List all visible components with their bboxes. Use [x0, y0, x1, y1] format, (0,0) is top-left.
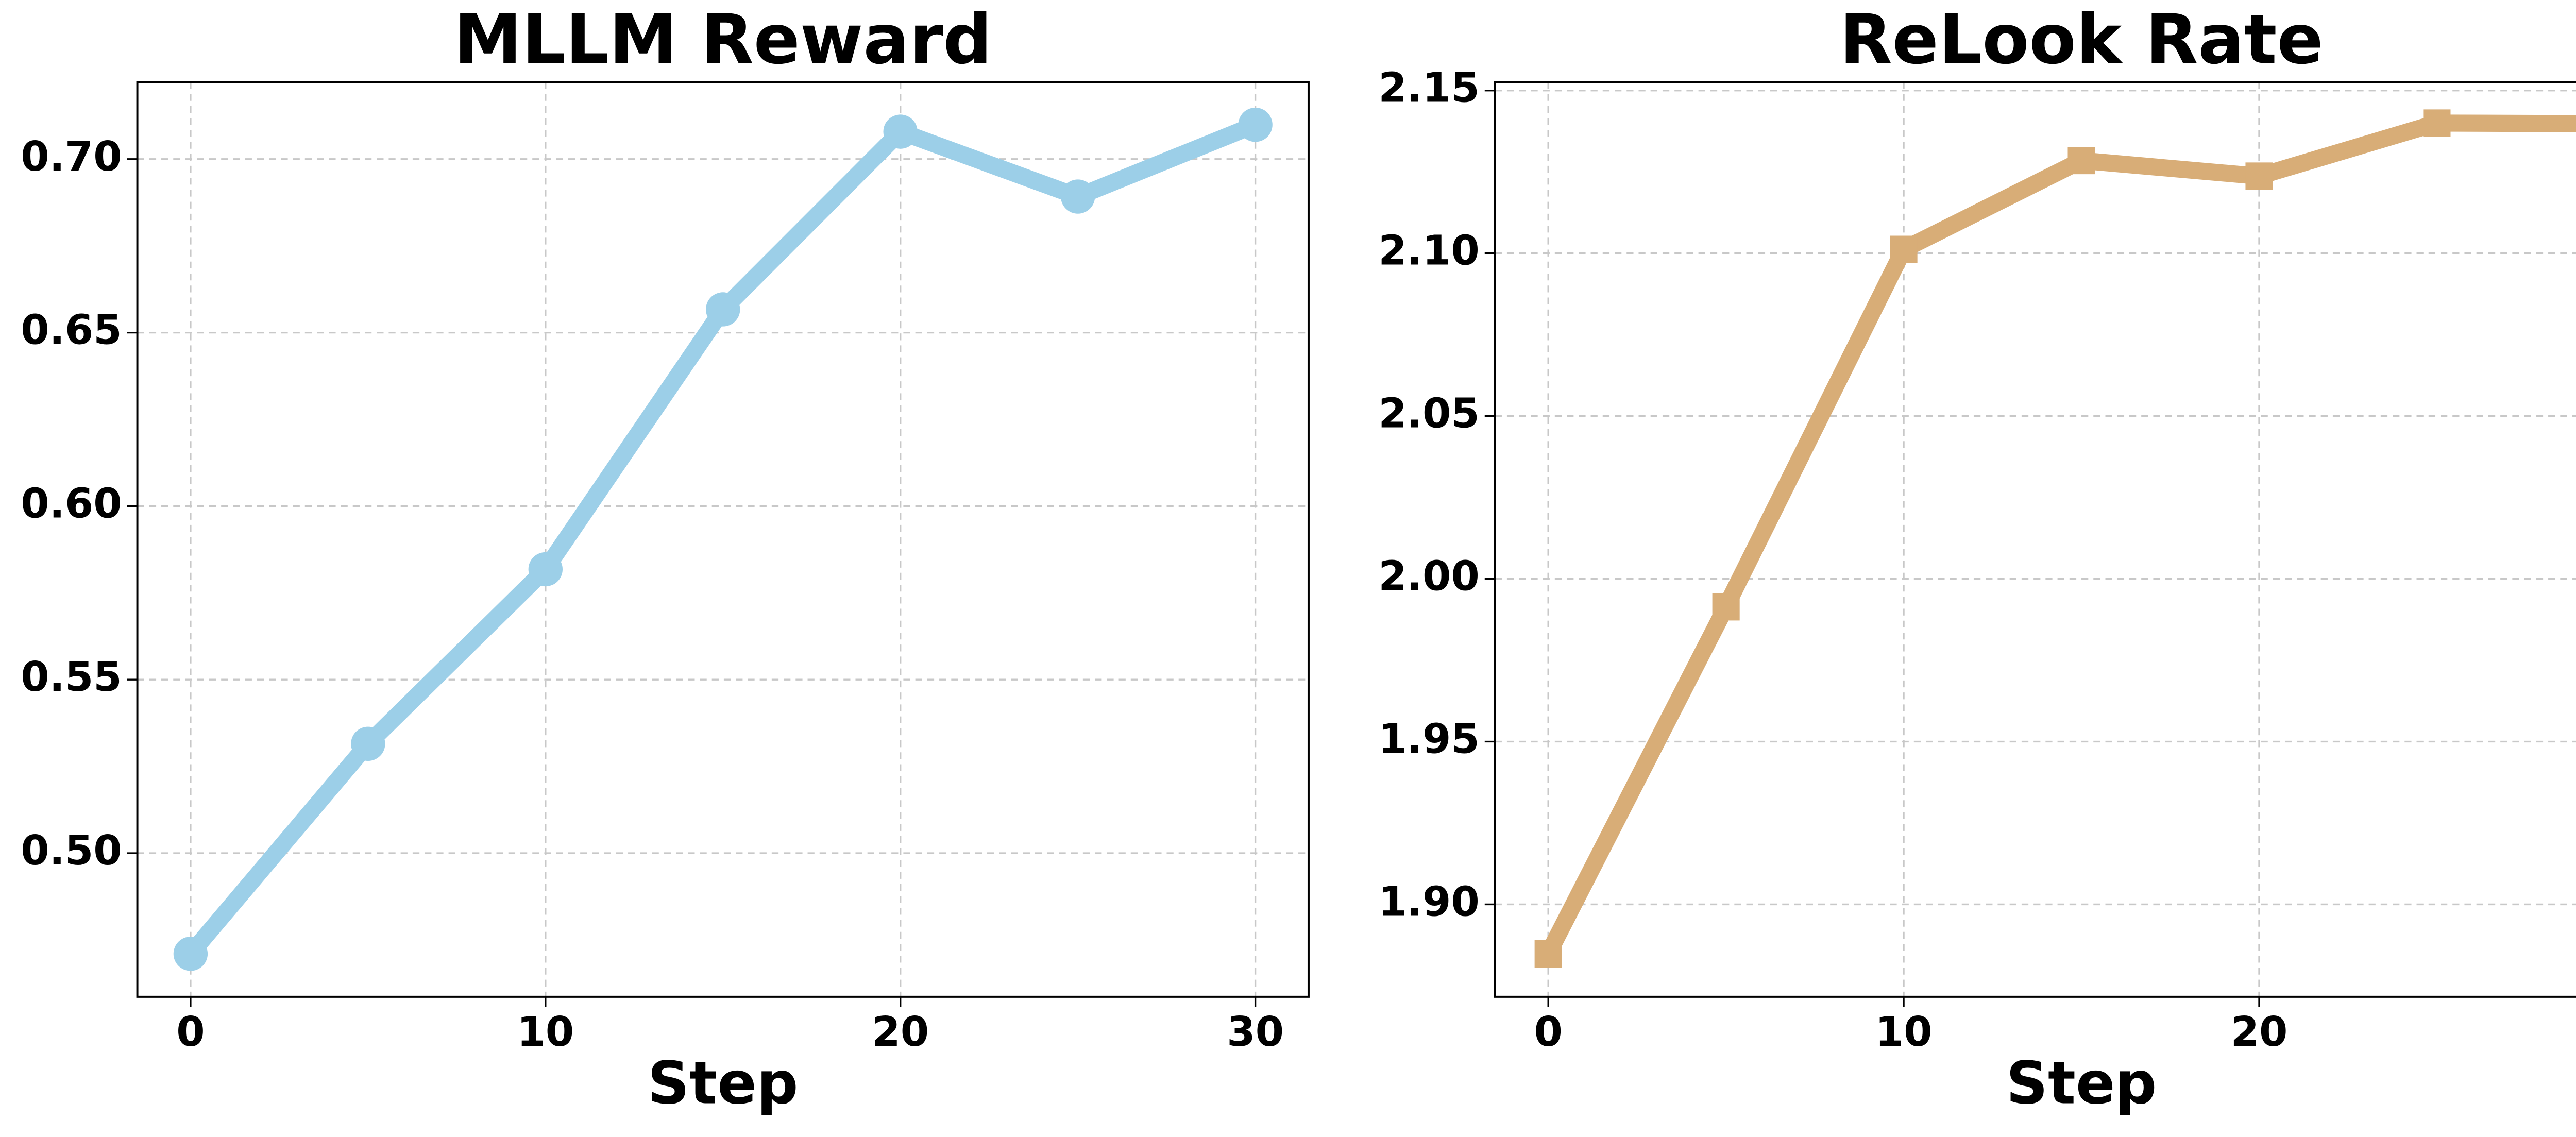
data-point	[706, 292, 740, 327]
data-point	[2067, 147, 2095, 175]
y-tick-label: 1.90	[1378, 877, 1480, 925]
y-tick-label: 0.55	[21, 653, 122, 701]
x-tick-label: 20	[2231, 1008, 2288, 1056]
data-point	[1238, 107, 1273, 142]
data-point	[1060, 179, 1095, 214]
plot-area	[1495, 82, 2576, 997]
data-point	[2423, 109, 2451, 137]
axes-frame	[1494, 81, 2576, 998]
y-tick-label: 0.50	[21, 826, 122, 874]
axes-frame	[136, 81, 1310, 998]
data-point	[173, 937, 208, 971]
y-tick-label: 0.65	[21, 306, 122, 354]
x-axis-label: Step	[648, 1049, 798, 1117]
x-tick-label: 30	[1227, 1008, 1284, 1056]
x-tick-label: 10	[1875, 1008, 1933, 1056]
x-tick-label: 0	[1534, 1008, 1562, 1056]
x-tick-label: 0	[176, 1008, 205, 1056]
data-point	[351, 726, 385, 761]
chart-title: ReLook Rate	[1840, 0, 2324, 79]
y-tick-label: 2.15	[1378, 64, 1480, 112]
data-point	[2245, 162, 2273, 190]
data-point	[528, 552, 563, 587]
y-tick-label: 1.95	[1378, 715, 1480, 762]
y-tick-label: 0.60	[21, 479, 122, 527]
y-tick-label: 0.70	[21, 132, 122, 180]
x-axis-label: Step	[2006, 1049, 2157, 1117]
chart-title: MLLM Reward	[454, 0, 992, 79]
plot-area	[137, 82, 1309, 997]
data-point	[1712, 593, 1740, 621]
data-point	[883, 114, 918, 149]
x-tick-label: 20	[872, 1008, 929, 1056]
x-tick-label: 10	[517, 1008, 574, 1056]
data-point	[1534, 940, 1562, 968]
y-tick-label: 2.00	[1378, 552, 1480, 600]
data-point	[1890, 235, 1918, 263]
y-tick-label: 2.10	[1378, 227, 1480, 275]
y-tick-label: 2.05	[1378, 389, 1480, 437]
